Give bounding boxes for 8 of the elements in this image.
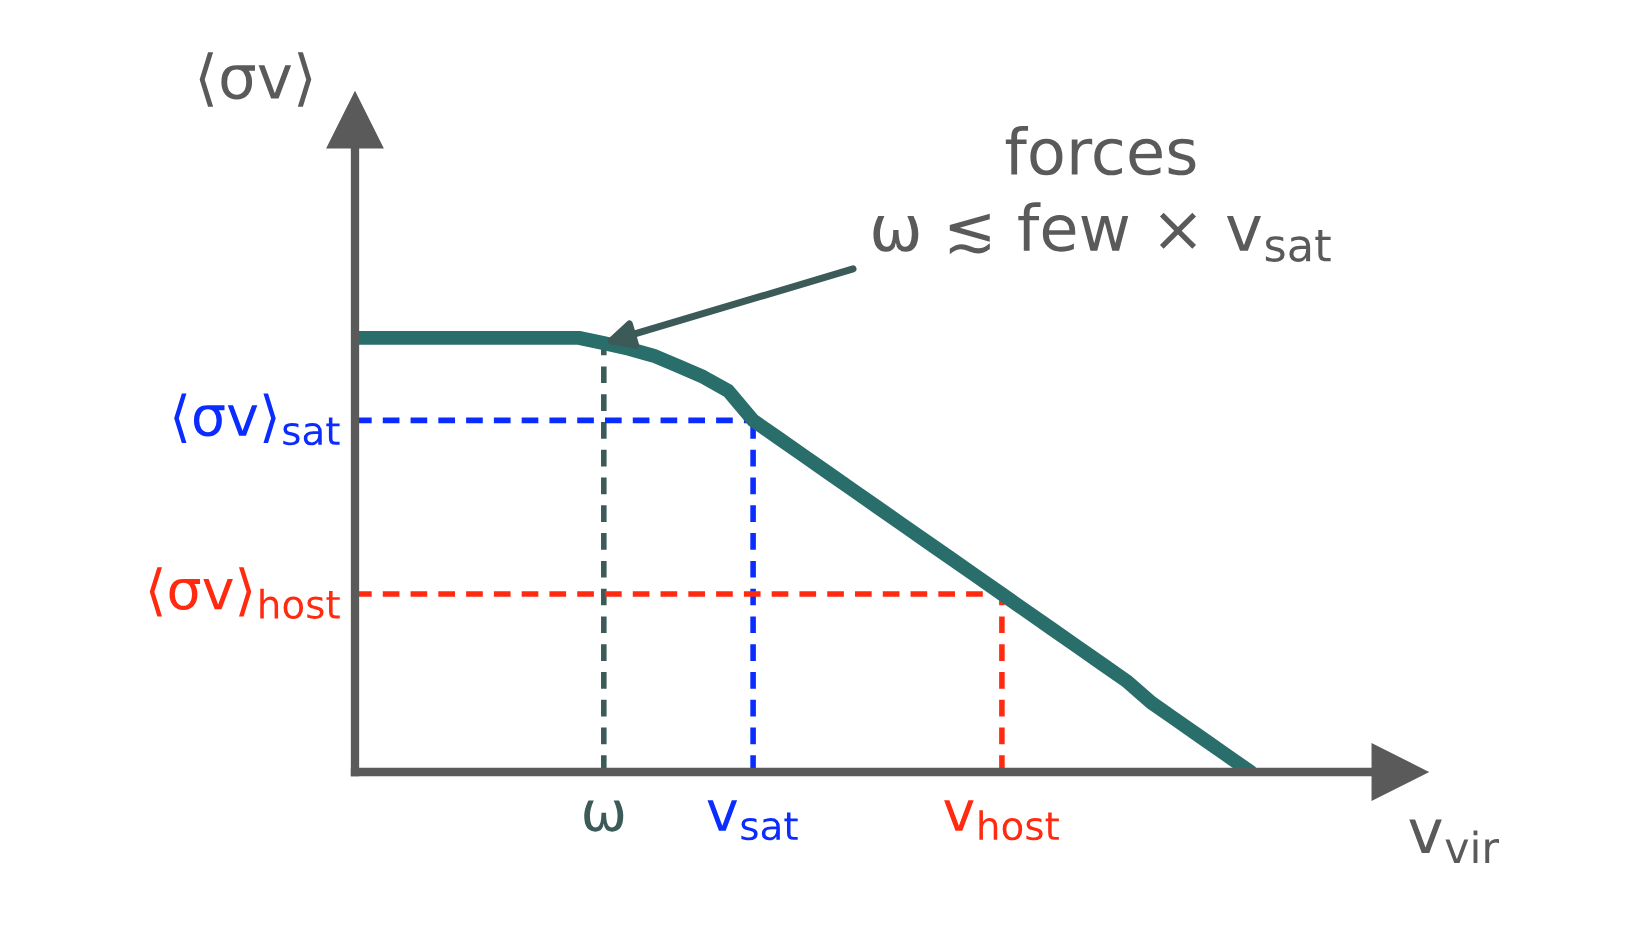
x-axis-title: v$_{vir}$ [1409, 819, 1499, 863]
y-axis-title: ⟨σv⟩ [199, 52, 312, 107]
ref-line-label: ⟨σv⟩$_{sat}$ [174, 393, 340, 446]
x-tick-label: ω [584, 800, 624, 832]
x-tick-label: v$_{sat}$ [707, 800, 798, 841]
annotation: forces ω ≲ few × v$_{sat}$ [873, 125, 1331, 262]
x-tick-label: v$_{host}$ [944, 800, 1059, 841]
ref-line-label: ⟨σv⟩$_{host}$ [149, 567, 340, 619]
